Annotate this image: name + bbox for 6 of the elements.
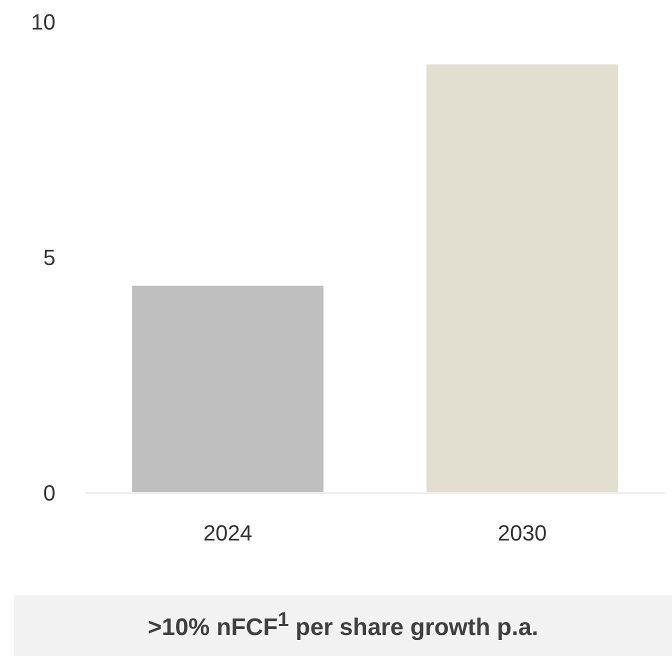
y-tick-label: 5: [43, 245, 56, 270]
y-tick-label: 10: [31, 10, 56, 34]
x-tick-label: 2024: [203, 520, 252, 546]
y-tick-label: 0: [43, 480, 56, 506]
text: >10% nFCF$^{1}$ per share growth p.a.: [148, 609, 538, 642]
x-tick-label: 2030: [498, 520, 547, 546]
